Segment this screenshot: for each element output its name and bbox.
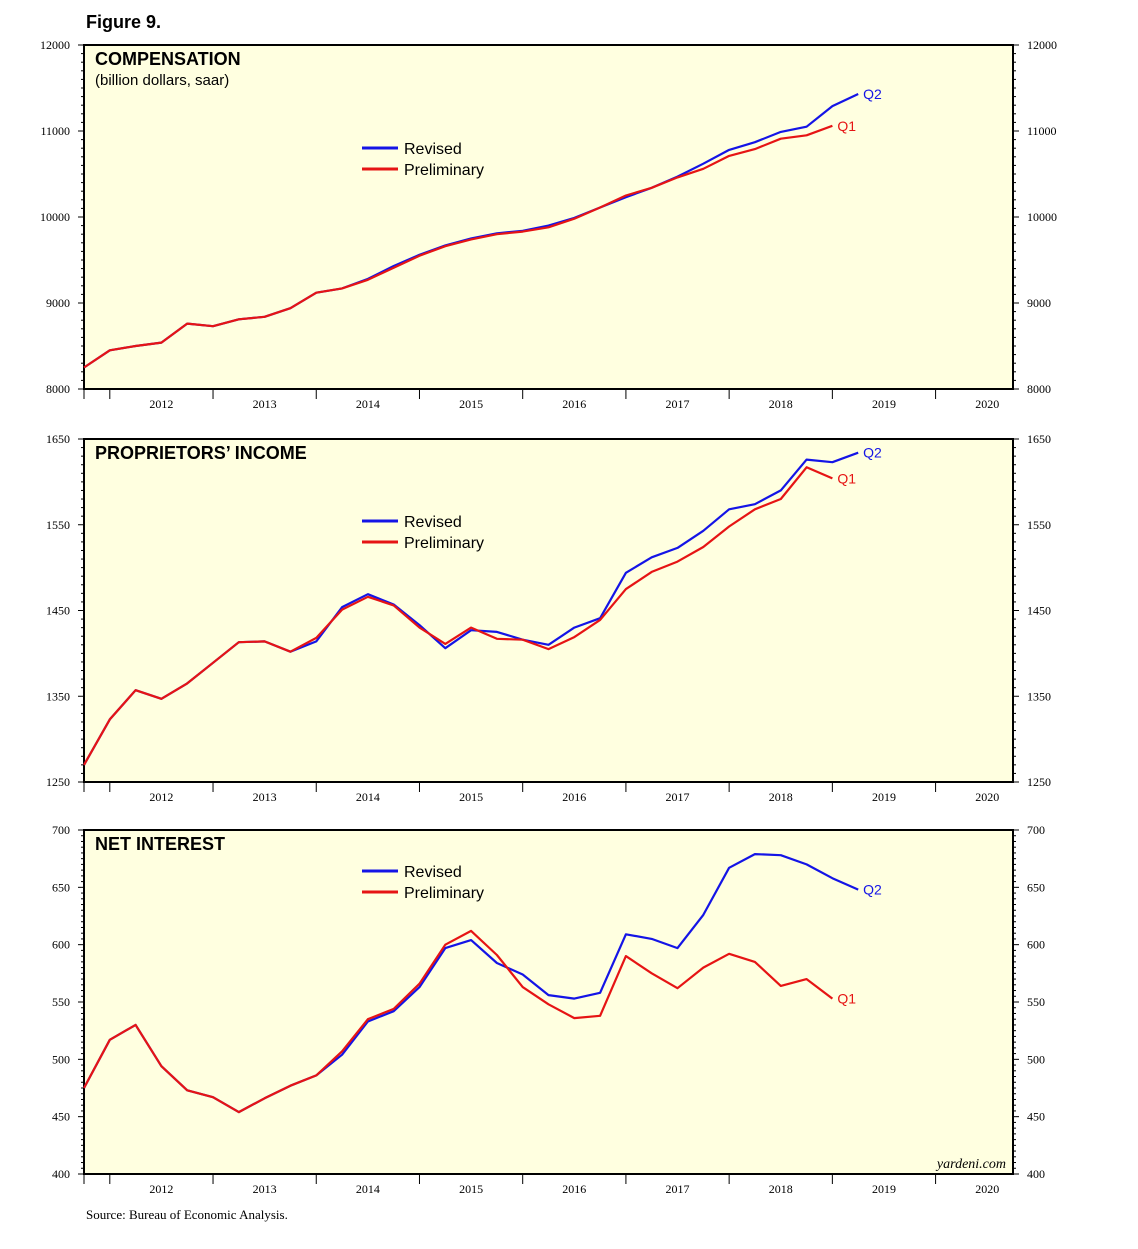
x-tick-label: 2016 [562, 397, 586, 411]
y-tick-label-left: 11000 [40, 124, 70, 138]
y-tick-label-left: 1550 [46, 518, 70, 532]
x-tick-label: 2020 [975, 397, 999, 411]
x-tick-label: 2015 [459, 1182, 483, 1196]
end-label-revised: Q2 [863, 882, 882, 898]
y-tick-label-right: 550 [1027, 995, 1045, 1009]
y-tick-label-left: 700 [52, 823, 70, 837]
figure-title: Figure 9. [86, 12, 162, 32]
x-tick-label: 2012 [149, 397, 173, 411]
chart-panel-1: 8000 8000 9000 9000 10000 10000 11000 11000 1200… [40, 38, 1057, 411]
series-line-preliminary [83, 929, 834, 1114]
x-tick-label: 2014 [356, 1182, 380, 1196]
y-tick-label-right: 1450 [1027, 604, 1051, 618]
x-tick-label: 2019 [872, 397, 896, 411]
x-tick-label: 2013 [253, 790, 277, 804]
x-tick-label: 2012 [149, 790, 173, 804]
end-label-revised: Q2 [863, 445, 882, 461]
x-tick-label: 2016 [562, 1182, 586, 1196]
y-tick-label-left: 8000 [46, 382, 70, 396]
y-tick-label-left: 12000 [40, 38, 70, 52]
legend-label-preliminary: Preliminary [404, 162, 484, 179]
y-tick-label-left: 450 [52, 1110, 70, 1124]
y-tick-label-left: 400 [52, 1167, 70, 1181]
x-tick-label: 2019 [872, 790, 896, 804]
chart-panel-3: 400 400 450 450 500 500 550 550 600 600 650 650 700 7… [52, 823, 1045, 1196]
y-tick-label-left: 500 [52, 1052, 70, 1066]
x-tick-label: 2019 [872, 1182, 896, 1196]
panel-title: PROPRIETORS’ INCOME [95, 443, 307, 463]
legend-label-preliminary: Preliminary [404, 885, 484, 902]
plot-area [83, 829, 1014, 1175]
y-tick-label-left: 10000 [40, 210, 70, 224]
legend-label-revised: Revised [404, 141, 462, 158]
y-tick-label-right: 12000 [1027, 38, 1057, 52]
panel-title: COMPENSATION [95, 49, 241, 69]
x-tick-label: 2017 [666, 1182, 690, 1196]
y-tick-label-left: 1350 [46, 689, 70, 703]
y-tick-label-right: 650 [1027, 880, 1045, 894]
y-tick-label-right: 1550 [1027, 518, 1051, 532]
x-tick-label: 2018 [769, 790, 793, 804]
y-tick-label-left: 9000 [46, 296, 70, 310]
end-label-revised: Q2 [863, 86, 882, 102]
legend-label-preliminary: Preliminary [404, 535, 484, 552]
series-line-preliminary [83, 124, 833, 369]
y-tick-label-right: 8000 [1027, 382, 1051, 396]
y-tick-label-right: 10000 [1027, 210, 1057, 224]
y-tick-label-right: 450 [1027, 1110, 1045, 1124]
x-tick-label: 2016 [562, 790, 586, 804]
source-note: Source: Bureau of Economic Analysis. [86, 1207, 288, 1222]
series-line-preliminary [83, 466, 833, 766]
y-tick-label-right: 600 [1027, 938, 1045, 952]
x-tick-label: 2013 [253, 1182, 277, 1196]
y-tick-label-right: 1350 [1027, 689, 1051, 703]
x-tick-label: 2017 [666, 790, 690, 804]
y-tick-label-right: 1650 [1027, 432, 1051, 446]
legend-label-revised: Revised [404, 514, 462, 531]
x-tick-label: 2018 [769, 1182, 793, 1196]
y-tick-label-left: 1650 [46, 432, 70, 446]
x-tick-label: 2020 [975, 1182, 999, 1196]
x-tick-label: 2020 [975, 790, 999, 804]
panel-title: NET INTEREST [95, 834, 225, 854]
y-tick-label-left: 1450 [46, 604, 70, 618]
y-tick-label-right: 11000 [1027, 124, 1057, 138]
legend-label-revised: Revised [404, 864, 462, 881]
y-tick-label-left: 1250 [46, 775, 70, 789]
y-tick-label-right: 9000 [1027, 296, 1051, 310]
x-tick-label: 2013 [253, 397, 277, 411]
x-tick-label: 2014 [356, 397, 380, 411]
chart-panel-2: 1250 1250 1350 1350 1450 1450 1550 1550 1650 1650… [46, 432, 1051, 804]
x-tick-label: 2015 [459, 397, 483, 411]
x-tick-label: 2017 [666, 397, 690, 411]
y-tick-label-left: 550 [52, 995, 70, 1009]
y-tick-label-left: 650 [52, 880, 70, 894]
y-tick-label-left: 600 [52, 938, 70, 952]
watermark: yardeni.com [935, 1157, 1006, 1172]
y-tick-label-right: 500 [1027, 1052, 1045, 1066]
y-tick-label-right: 700 [1027, 823, 1045, 837]
x-tick-label: 2015 [459, 790, 483, 804]
x-tick-label: 2014 [356, 790, 380, 804]
panel-subtitle: (billion dollars, saar) [95, 72, 229, 89]
y-tick-label-right: 1250 [1027, 775, 1051, 789]
end-label-preliminary: Q1 [837, 470, 856, 486]
end-label-preliminary: Q1 [837, 991, 856, 1007]
plot-area [83, 438, 1014, 783]
y-tick-label-right: 400 [1027, 1167, 1045, 1181]
x-tick-label: 2012 [149, 1182, 173, 1196]
x-tick-label: 2018 [769, 397, 793, 411]
end-label-preliminary: Q1 [837, 118, 856, 134]
